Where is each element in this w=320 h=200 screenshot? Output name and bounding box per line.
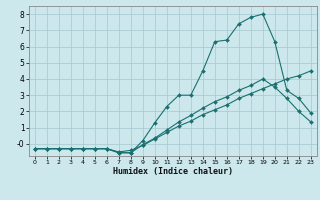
X-axis label: Humidex (Indice chaleur): Humidex (Indice chaleur) bbox=[113, 167, 233, 176]
